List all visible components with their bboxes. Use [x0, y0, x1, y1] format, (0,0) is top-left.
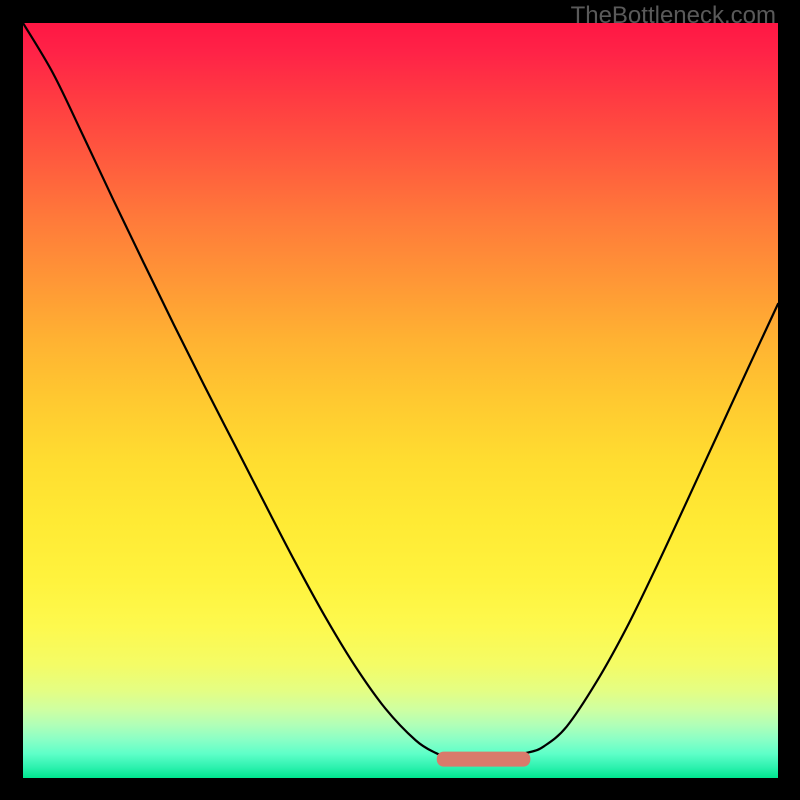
watermark-text: TheBottleneck.com [571, 2, 776, 30]
chart-container: TheBottleneck.com [0, 0, 800, 800]
curve-layer [23, 23, 778, 778]
valley-highlight [437, 752, 531, 767]
bottleneck-curve [23, 23, 778, 756]
plot-area [23, 23, 778, 778]
